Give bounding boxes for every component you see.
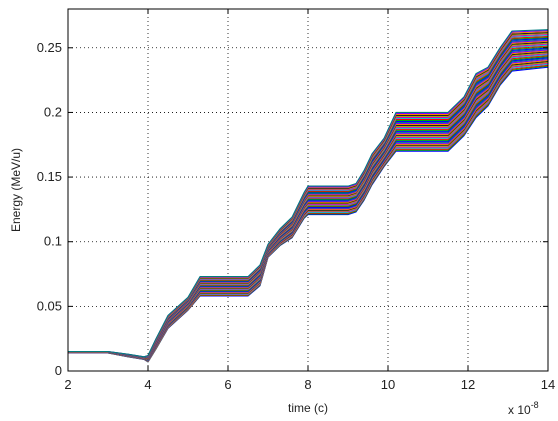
y-tick-labels: 0 0.05 0.1 0.15 0.2 0.25 bbox=[37, 40, 62, 378]
x-multiplier-base: x 10 bbox=[508, 403, 531, 417]
y-tick-label: 0.15 bbox=[37, 169, 62, 184]
y-axis-label: Energy (MeV/u) bbox=[9, 148, 23, 232]
x-multiplier-label: x 10-8 bbox=[508, 400, 539, 417]
x-tick-labels: 2 4 6 8 10 12 14 bbox=[64, 377, 555, 392]
x-tick-label: 2 bbox=[64, 377, 71, 392]
y-tick-label: 0.2 bbox=[44, 104, 62, 119]
y-tick-label: 0 bbox=[55, 363, 62, 378]
x-tick-label: 8 bbox=[304, 377, 311, 392]
grid-lines bbox=[68, 9, 548, 371]
x-tick-label: 12 bbox=[461, 377, 475, 392]
x-axis-label: time (c) bbox=[288, 401, 328, 415]
x-tick-label: 6 bbox=[224, 377, 231, 392]
tick-marks bbox=[67, 9, 549, 372]
x-tick-label: 4 bbox=[144, 377, 151, 392]
series-line bbox=[68, 29, 549, 358]
x-multiplier-exponent: -8 bbox=[531, 400, 539, 410]
series-group bbox=[68, 29, 549, 363]
y-tick-label: 0.1 bbox=[44, 234, 62, 249]
x-tick-label: 10 bbox=[381, 377, 395, 392]
x-tick-label: 14 bbox=[541, 377, 555, 392]
y-tick-label: 0.25 bbox=[37, 40, 62, 55]
y-tick-label: 0.05 bbox=[37, 298, 62, 313]
